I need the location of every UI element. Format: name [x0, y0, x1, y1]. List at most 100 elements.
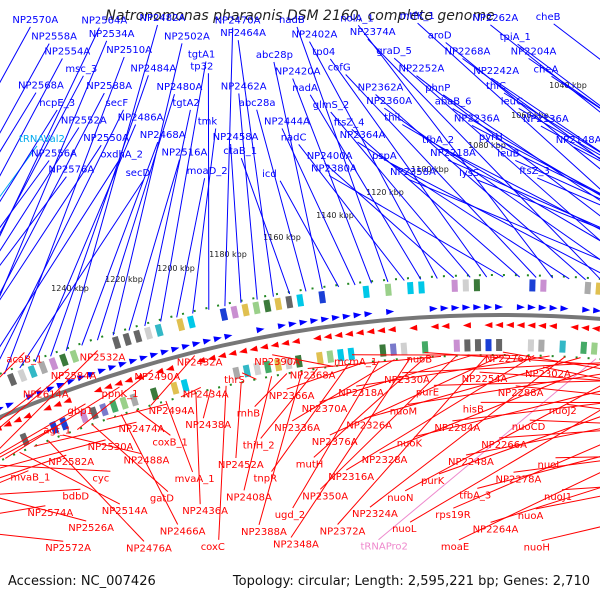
gene-label-plus: ctaB_1 — [223, 146, 257, 157]
gene-label-minus: gatD — [150, 494, 174, 505]
gene-label-minus: NP2452A — [218, 460, 264, 471]
cog-block-inner — [580, 341, 588, 354]
leader-line — [328, 175, 504, 278]
leader-line — [0, 40, 108, 297]
gene-label-minus: cyc — [92, 473, 109, 484]
gene-label-minus: nuoJ1 — [544, 492, 572, 503]
gene-label-minus: NP2376A — [312, 437, 358, 448]
leader-line — [515, 159, 600, 200]
plus-strand-feature — [0, 406, 4, 413]
gene-label-minus: NP2278A — [496, 474, 542, 485]
leader-line — [0, 144, 102, 301]
cog-block-outer — [296, 294, 305, 307]
gene-label-plus: NP2148A — [556, 135, 600, 146]
cog-block-outer — [473, 279, 481, 292]
plus-strand-feature — [310, 318, 319, 325]
plus-strand-feature — [331, 315, 340, 321]
leader-line — [476, 179, 600, 229]
leader-line — [540, 125, 600, 159]
leader-line — [0, 127, 80, 252]
cog-block-outer — [122, 332, 132, 347]
plus-strand-feature — [46, 386, 55, 393]
cog-block-inner — [590, 342, 598, 355]
gene-label-minus: NP2350A — [302, 491, 348, 502]
gene-label-minus: coxC — [201, 542, 225, 553]
leader-line — [379, 364, 600, 454]
minus-strand-feature — [217, 352, 227, 359]
cog-block-inner — [474, 339, 482, 352]
gene-label-minus: NP2326A — [346, 421, 392, 432]
plus-strand-feature — [149, 352, 159, 359]
cog-block-inner — [274, 358, 283, 372]
gene-label-minus: NP2436A — [182, 506, 228, 517]
gene-label-plus: NP2236A — [454, 113, 500, 124]
gene-label-plus: NP2502A — [164, 31, 210, 42]
leader-line — [298, 144, 405, 281]
gene-label-plus: leuB — [497, 148, 519, 159]
plus-strand-feature — [582, 306, 591, 313]
cog-block-outer — [252, 301, 261, 315]
gene-label-minus: NP2264A — [473, 524, 519, 535]
gene-label-plus: oxdhA_2 — [100, 149, 143, 160]
leader-line — [496, 143, 600, 195]
minus-strand-feature — [93, 386, 103, 393]
leader-line — [389, 162, 600, 274]
gene-label-plus: NP2360A — [366, 96, 412, 107]
gene-label-minus: rnhB — [237, 409, 261, 420]
cog-block-outer — [241, 303, 250, 317]
minus-strand-feature — [548, 323, 558, 330]
plus-strand-feature — [429, 305, 438, 312]
gene-label-minus: NP2466A — [160, 527, 206, 538]
minus-strand-feature — [23, 412, 32, 419]
gene-label-minus: ppnK_1 — [102, 389, 139, 400]
cog-block-inner — [485, 339, 492, 352]
minus-strand-feature — [207, 354, 216, 361]
leader-line — [309, 41, 438, 279]
leader-line — [0, 533, 64, 542]
leader-line — [452, 402, 600, 422]
cog-block-inner — [59, 417, 70, 431]
tick-label: 1060 kbp — [511, 111, 549, 120]
gene-label-minus: nuoCD — [512, 422, 546, 433]
gene-label-minus: NP2582A — [48, 457, 94, 468]
minus-strand-feature — [43, 404, 52, 411]
cog-block-outer — [143, 326, 154, 340]
gene-label-plus: NP2550A — [83, 133, 129, 144]
minus-strand-feature — [484, 322, 493, 329]
cog-block-outer — [27, 364, 38, 379]
minus-strand-feature — [155, 367, 164, 374]
leader-line — [447, 159, 600, 228]
leader-line — [106, 403, 167, 420]
cog-block-inner — [347, 347, 355, 361]
minus-strand-feature — [409, 324, 418, 331]
minus-strand-feature — [441, 323, 450, 330]
cog-block-outer — [111, 335, 122, 350]
leader-line — [515, 385, 600, 395]
minus-strand-feature — [366, 328, 375, 335]
leader-line — [462, 58, 600, 160]
gene-label-minus: bdbD — [62, 491, 89, 502]
gene-label-minus: NP2614A — [23, 390, 69, 401]
cog-block-inner — [559, 340, 566, 353]
leader-line — [135, 409, 171, 436]
gene-label-plus: NP2402A — [292, 30, 338, 41]
gene-label-minus: tfbA_3 — [459, 490, 491, 501]
minus-strand-feature — [462, 322, 471, 329]
leader-line — [292, 360, 380, 509]
cog-block-outer — [48, 357, 59, 371]
leader-line — [4, 56, 125, 375]
minus-strand-feature — [103, 383, 113, 389]
leader-line — [0, 26, 31, 84]
leader-line — [202, 389, 212, 419]
gene-label-minus: NP2532A — [80, 353, 126, 364]
plus-strand-feature — [170, 346, 180, 353]
leader-line — [224, 27, 234, 307]
minus-strand-feature — [134, 373, 144, 380]
gene-label-plus: nadC — [281, 132, 307, 143]
gene-label-minus: NP2370A — [302, 404, 348, 415]
gene-label-plus: NP2462A — [221, 81, 267, 92]
minus-strand-feature — [581, 325, 590, 332]
leader-line — [479, 371, 600, 381]
plus-strand-feature — [516, 304, 525, 311]
genome-backbone — [0, 313, 600, 420]
